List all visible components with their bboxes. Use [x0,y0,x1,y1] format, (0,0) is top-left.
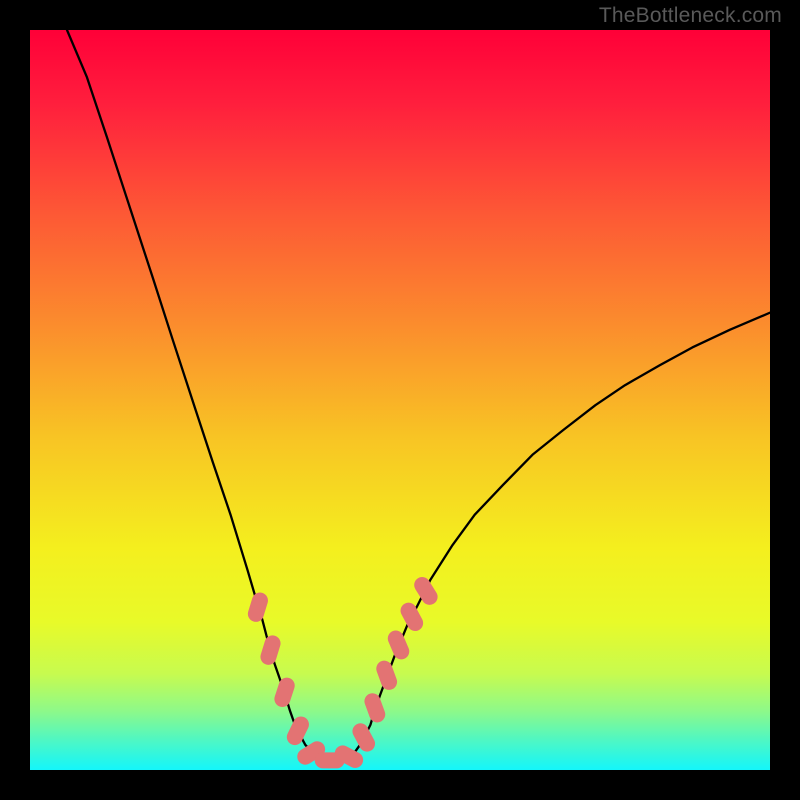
watermark-text: TheBottleneck.com [599,4,782,28]
chart-container: TheBottleneck.com [0,0,800,800]
bottleneck-curve-chart [0,0,800,800]
